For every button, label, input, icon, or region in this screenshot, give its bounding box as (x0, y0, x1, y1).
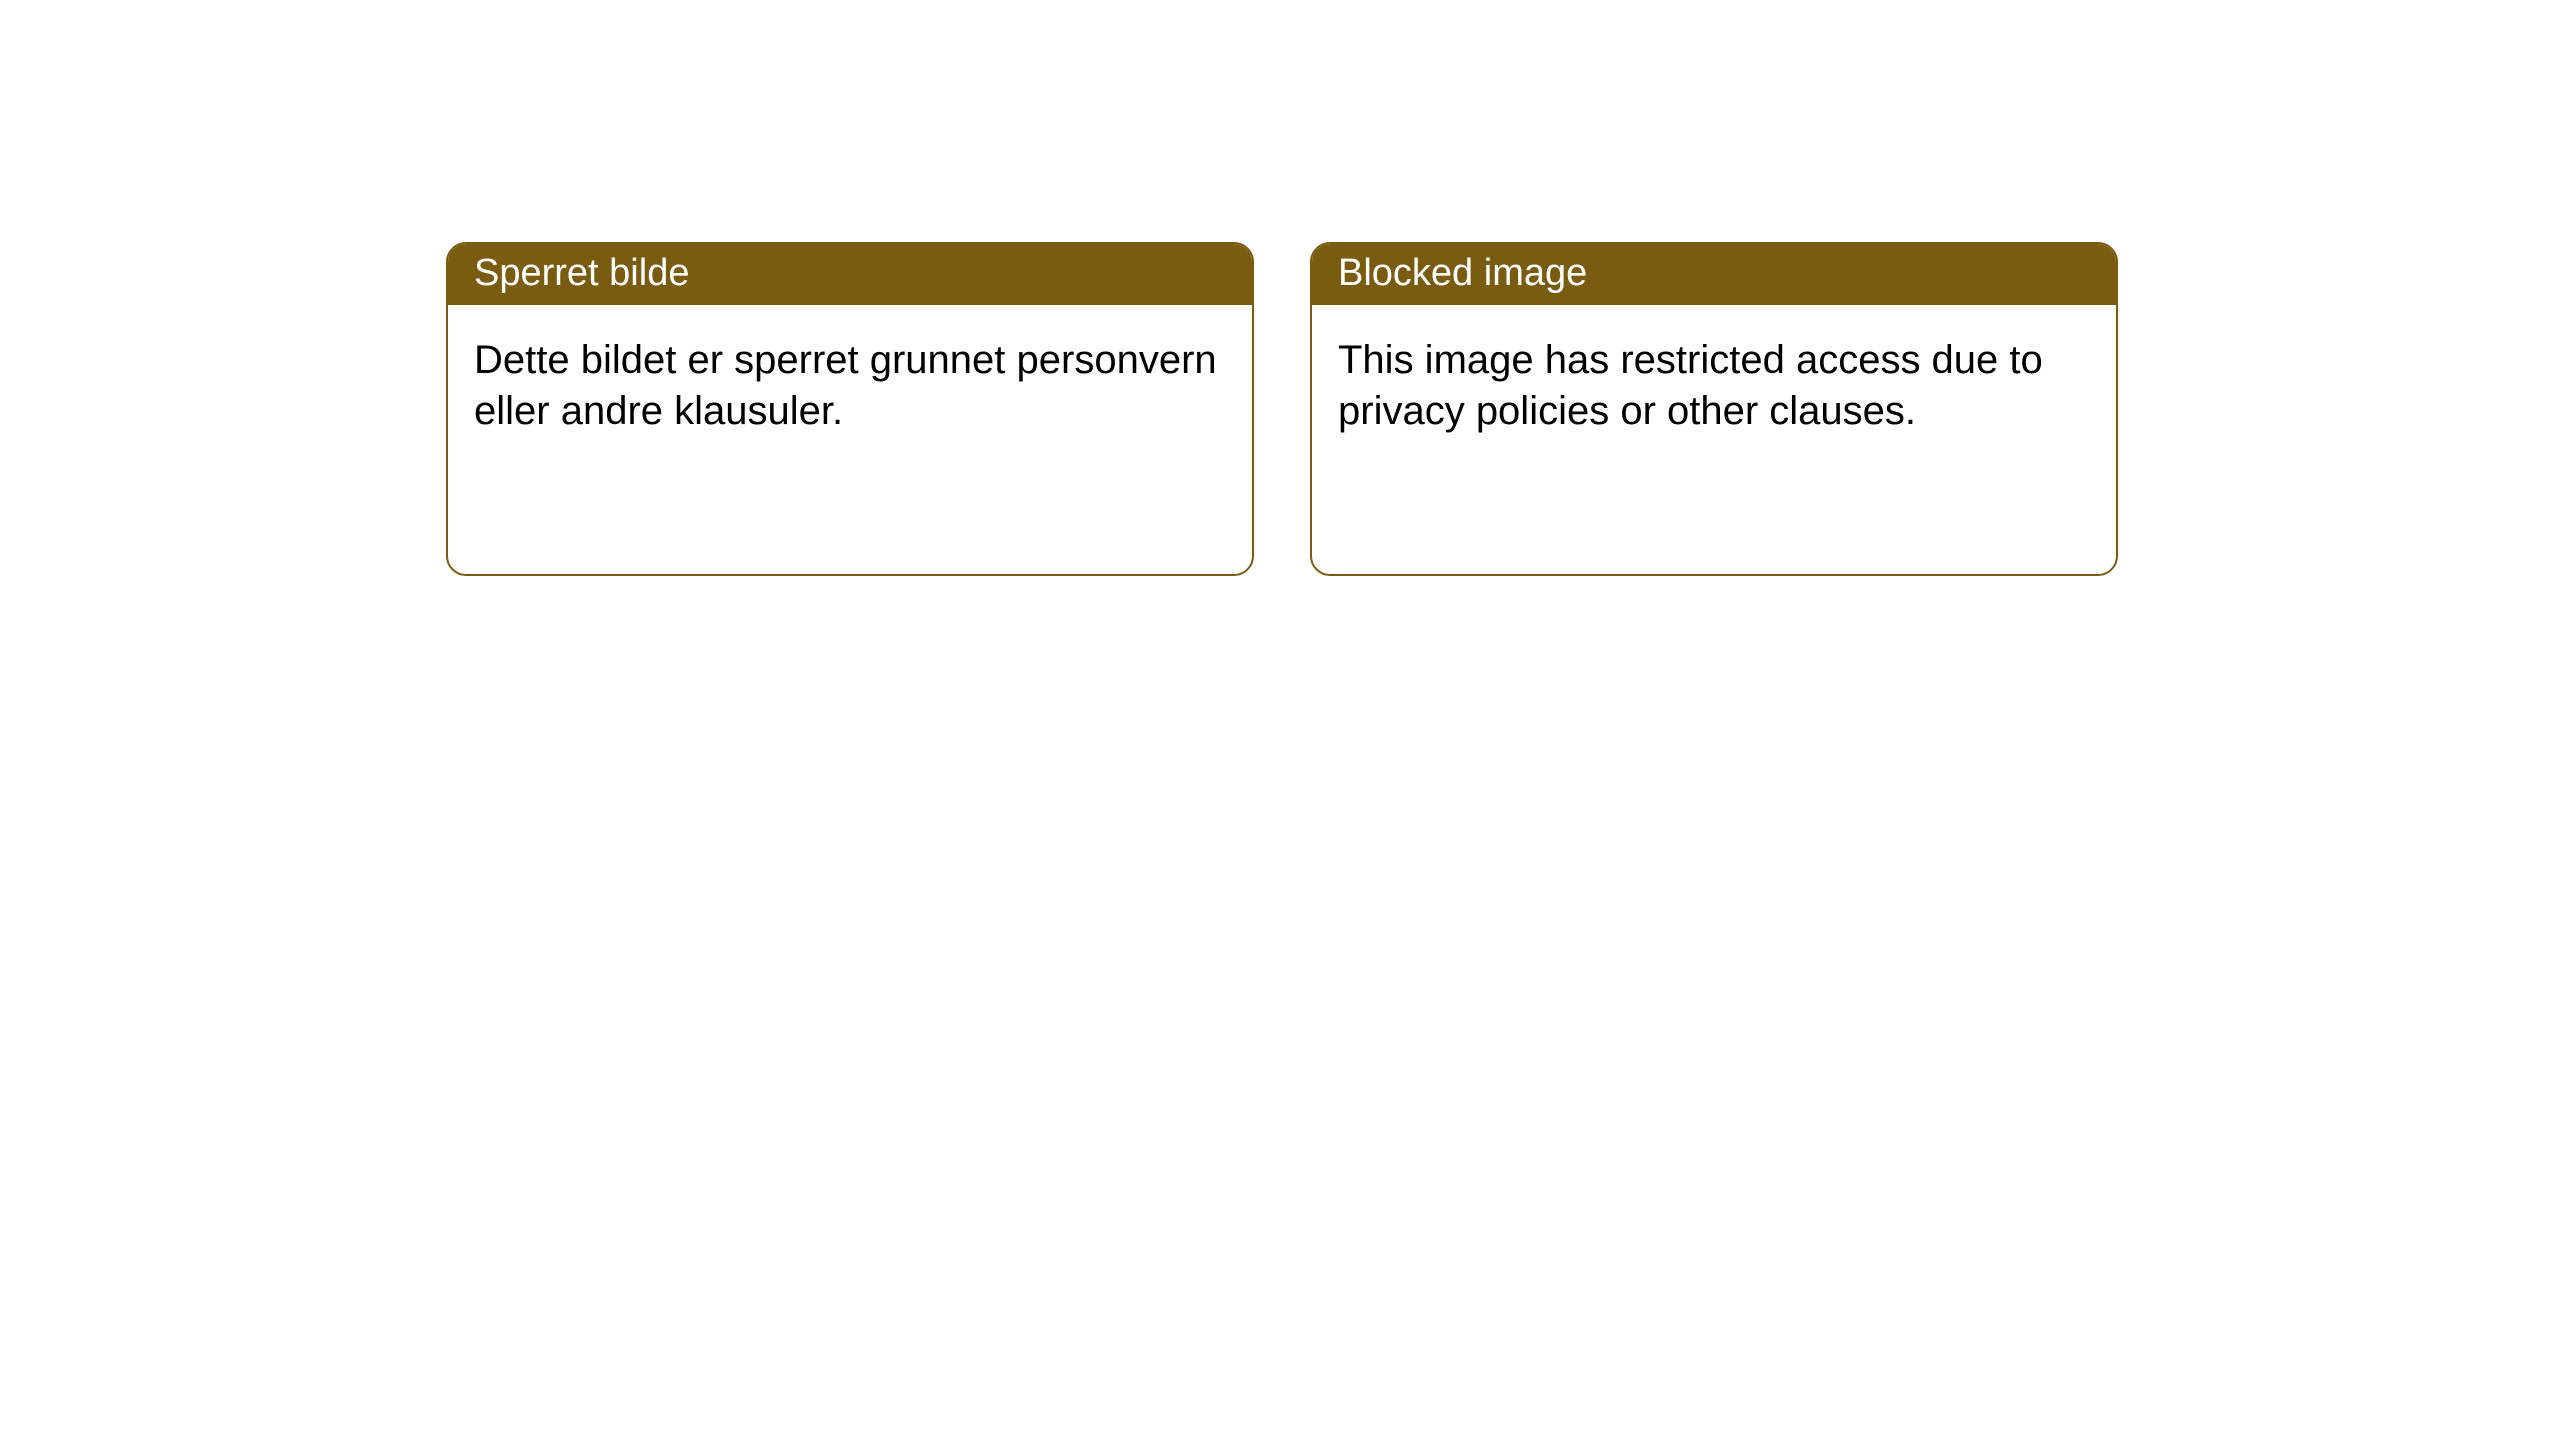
notice-header: Sperret bilde (448, 244, 1252, 305)
notice-header: Blocked image (1312, 244, 2116, 305)
notice-container: Sperret bilde Dette bildet er sperret gr… (0, 0, 2560, 576)
notice-body: This image has restricted access due to … (1312, 305, 2116, 463)
notice-body: Dette bildet er sperret grunnet personve… (448, 305, 1252, 463)
notice-card-english: Blocked image This image has restricted … (1310, 242, 2118, 576)
notice-card-norwegian: Sperret bilde Dette bildet er sperret gr… (446, 242, 1254, 576)
